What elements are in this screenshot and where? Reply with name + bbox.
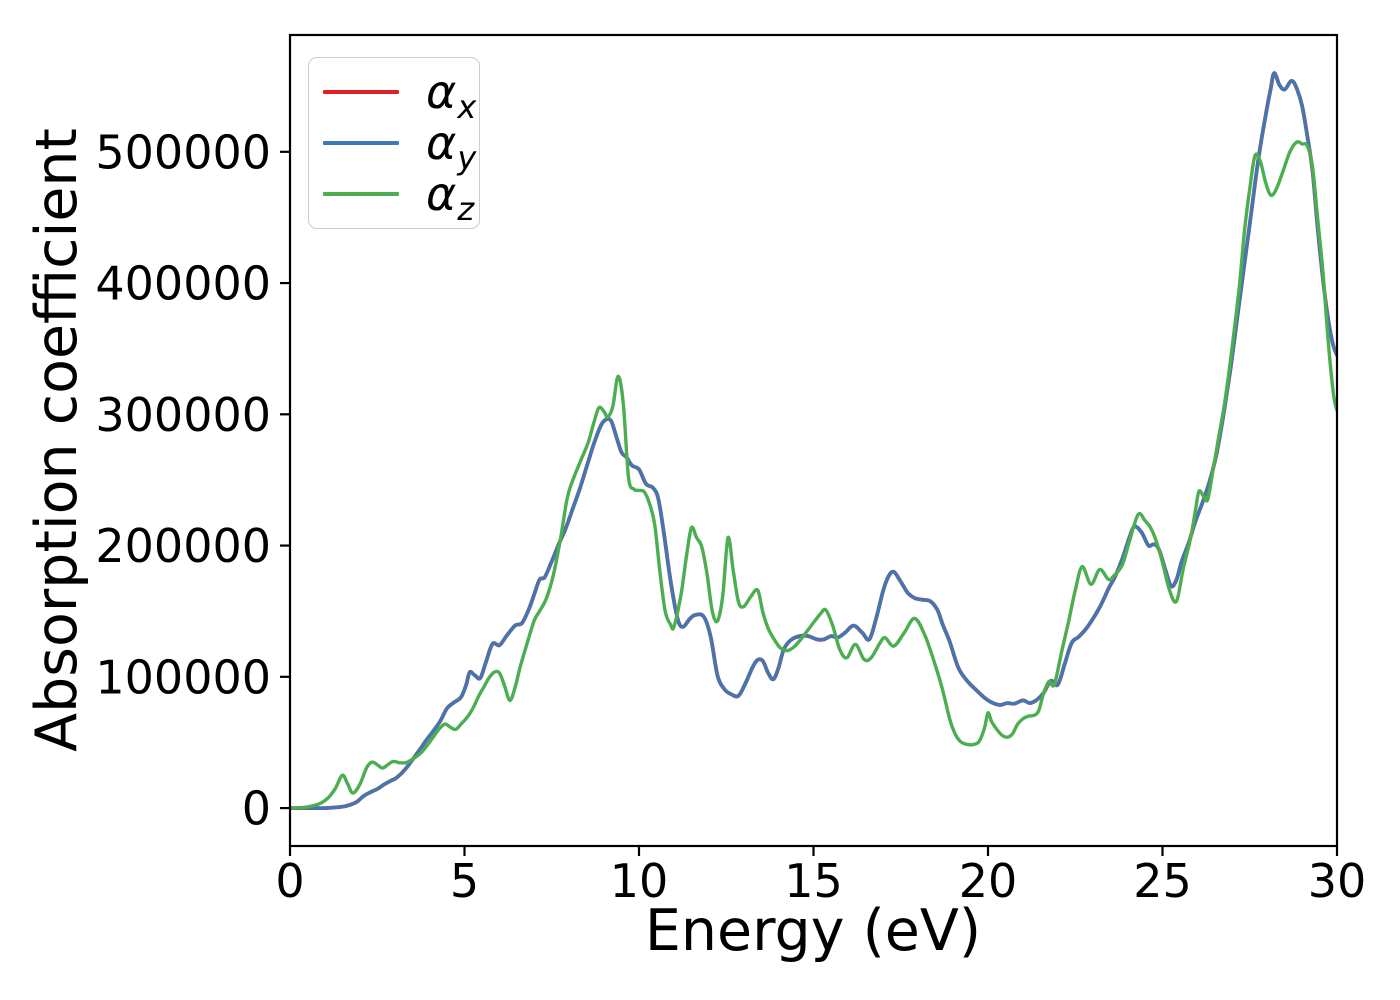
y-tick-label: 300000	[95, 388, 271, 442]
y-tick-label: 0	[242, 782, 271, 836]
legend-line-swatch-green	[323, 192, 399, 197]
legend: αx αy αz	[308, 57, 480, 229]
legend-label-alpha-x: αx	[426, 64, 477, 126]
series-lines	[289, 71, 1338, 811]
x-tick-label: 15	[784, 854, 843, 908]
x-tick-label: 30	[1308, 854, 1367, 908]
y-tick-label: 200000	[95, 519, 271, 573]
x-tick-label: 5	[450, 854, 479, 908]
legend-label-alpha-z: αz	[426, 167, 475, 229]
y-tick-label: 100000	[95, 650, 271, 704]
legend-entry-alpha-x: αx	[323, 64, 477, 126]
legend-entry-alpha-z: αz	[323, 167, 475, 229]
legend-label-alpha-y: αy	[426, 115, 477, 177]
x-tick-label: 25	[1133, 854, 1192, 908]
series-line-alpha-y	[289, 71, 1338, 810]
legend-entry-alpha-y: αy	[323, 115, 477, 177]
x-tick-label: 20	[959, 854, 1018, 908]
x-tick-label: 10	[610, 854, 669, 908]
x-axis-label: Energy (eV)	[644, 898, 982, 964]
legend-line-swatch-blue	[323, 140, 399, 145]
y-tick-label: 400000	[95, 257, 271, 311]
axis-ticks: 0 5 10 15 20 25 30 0 100000 200000 300000 400000 500…	[95, 125, 1366, 908]
y-axis-label: Absorption coefficient	[24, 128, 90, 752]
y-tick-label: 500000	[95, 125, 271, 179]
x-tick-label: 0	[275, 854, 304, 908]
legend-line-swatch-red	[323, 89, 399, 94]
series-line-alpha-z	[289, 139, 1338, 810]
